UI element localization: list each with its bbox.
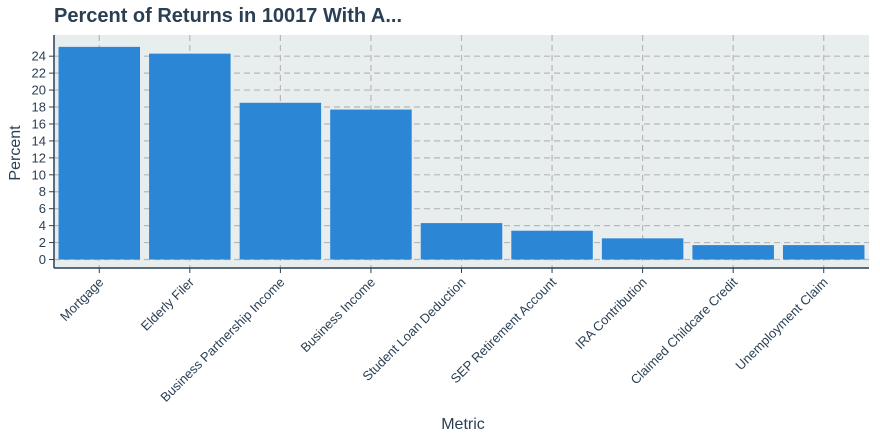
x-tick-label: Student Loan Deduction <box>359 275 468 384</box>
x-tick-label: Mortgage <box>57 275 106 324</box>
chart-title: Percent of Returns in 10017 With A... <box>54 5 403 27</box>
x-tick-label: Unemployment Claim <box>732 275 830 373</box>
bar <box>601 238 684 260</box>
y-tick-label: 10 <box>32 167 46 182</box>
y-tick-label: 4 <box>39 218 46 233</box>
bar <box>511 230 593 260</box>
bar <box>58 46 141 260</box>
y-tick-label: 2 <box>39 235 46 250</box>
x-tick-label: SEP Retirement Account <box>448 274 560 386</box>
y-tick-label: 8 <box>39 184 46 199</box>
x-tick-label: IRA Contribution <box>572 275 650 353</box>
y-tick-label: 20 <box>32 83 46 98</box>
y-tick-label: 16 <box>32 116 46 131</box>
bar <box>420 223 503 260</box>
bar <box>149 53 231 260</box>
bar <box>330 109 412 260</box>
y-tick-label: 18 <box>32 100 46 115</box>
y-tick-label: 6 <box>39 201 46 216</box>
y-tick-label: 12 <box>32 150 46 165</box>
y-tick-label: 22 <box>32 66 46 81</box>
x-axis-title: Metric <box>441 416 485 433</box>
y-tick-label: 0 <box>39 252 46 267</box>
bar <box>692 245 774 260</box>
bars <box>58 46 865 260</box>
x-tick-label: Business Income <box>297 275 378 356</box>
bar <box>782 245 865 260</box>
y-axis-title: Percent <box>7 125 24 181</box>
x-tick-label: Elderly Filer <box>138 274 198 334</box>
y-tick-label: 24 <box>32 49 46 64</box>
x-tick-label: Claimed Childcare Credit <box>628 274 741 387</box>
bar <box>239 102 322 260</box>
y-tick-label: 14 <box>32 133 46 148</box>
